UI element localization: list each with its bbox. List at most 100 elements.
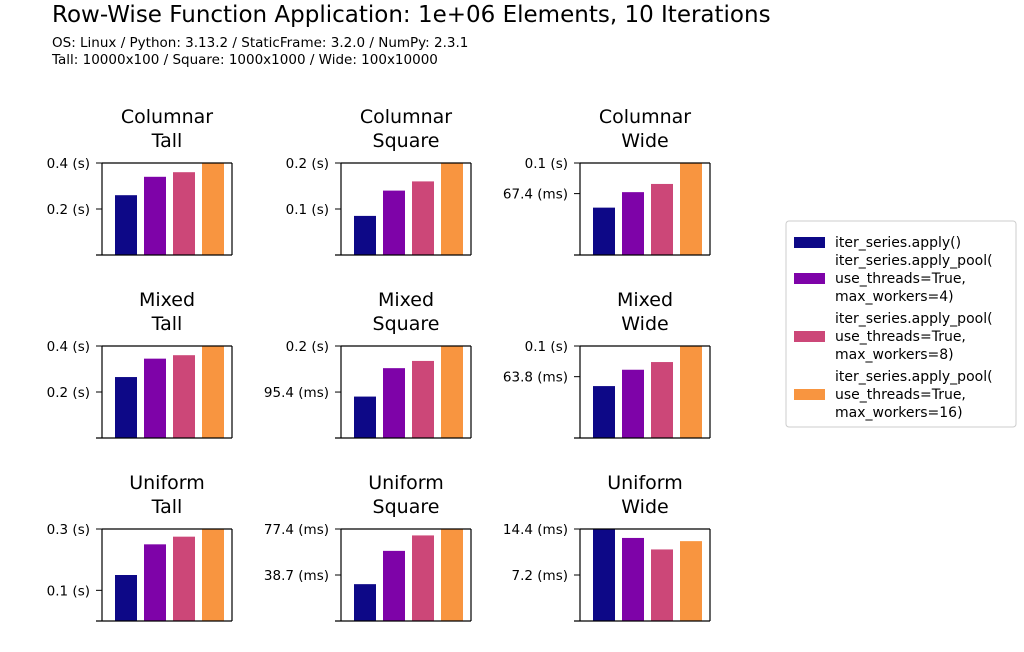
bar-apply-pool-16: [680, 163, 702, 255]
subplot-title-line: Uniform: [368, 472, 444, 494]
subplot-title-line: Mixed: [617, 289, 673, 311]
bar-iter-series-apply: [115, 377, 137, 438]
y-tick-label: 0.2 (s): [47, 385, 90, 401]
bar-iter-series-apply: [115, 575, 137, 621]
legend-label: use_threads=True,: [835, 387, 966, 403]
figure-subtitle-os: OS: Linux / Python: 3.13.2 / StaticFrame…: [52, 35, 469, 51]
subplot-title-line: Uniform: [129, 472, 205, 494]
bar-apply-pool-8: [651, 549, 673, 621]
bar-apply-pool-4: [144, 176, 166, 255]
bar-apply-pool-16: [202, 163, 224, 255]
y-tick-label: 95.4 (ms): [264, 385, 329, 401]
y-tick-label: 14.4 (ms): [503, 522, 568, 538]
bar-apply-pool-4: [144, 358, 166, 438]
figure-subtitle-shapes: Tall: 10000x100 / Square: 1000x1000 / Wi…: [52, 52, 438, 68]
y-tick-label: 0.1 (s): [47, 583, 90, 599]
subplot-title-line: Wide: [621, 313, 668, 335]
bar-iter-series-apply: [354, 215, 376, 255]
y-tick-label: 77.4 (ms): [264, 522, 329, 538]
legend-label: iter_series.apply(): [835, 235, 961, 251]
legend-label: max_workers=16): [835, 405, 963, 421]
bar-apply-pool-4: [622, 192, 644, 255]
subplot-title-line: Columnar: [599, 106, 691, 128]
legend-swatch-apply-pool-8: [794, 331, 825, 342]
legend-label: max_workers=8): [835, 347, 954, 363]
bar-apply-pool-4: [622, 369, 644, 438]
subplot-title-line: Tall: [151, 130, 183, 152]
bar-apply-pool-16: [441, 529, 463, 621]
subplot-title-line: Columnar: [121, 106, 213, 128]
bar-apply-pool-8: [651, 362, 673, 438]
subplot-title-line: Square: [373, 130, 440, 152]
figure-title: Row-Wise Function Application: 1e+06 Ele…: [52, 2, 771, 28]
bar-apply-pool-16: [680, 541, 702, 621]
bar-iter-series-apply: [354, 584, 376, 621]
bar-apply-pool-8: [173, 536, 195, 621]
bar-iter-series-apply: [593, 386, 615, 438]
subplot-title-line: Tall: [151, 313, 183, 335]
bar-iter-series-apply: [354, 396, 376, 438]
subplot-title-line: Uniform: [607, 472, 683, 494]
legend-swatch-apply-pool-4: [794, 273, 825, 284]
legend-label: max_workers=4): [835, 289, 954, 305]
subplot-title-line: Wide: [621, 496, 668, 518]
y-tick-label: 0.1 (s): [525, 156, 568, 172]
bar-apply-pool-16: [202, 346, 224, 438]
bar-iter-series-apply: [115, 195, 137, 255]
bar-apply-pool-16: [441, 163, 463, 255]
subplot-title-line: Tall: [151, 496, 183, 518]
legend: iter_series.apply() iter_series.apply_poo…: [785, 220, 1017, 428]
legend-swatch-iter-series-apply: [794, 237, 825, 248]
y-tick-label: 0.1 (s): [525, 339, 568, 355]
bar-apply-pool-8: [173, 172, 195, 255]
y-tick-label: 0.2 (s): [286, 339, 329, 355]
bar-apply-pool-16: [202, 529, 224, 621]
bar-apply-pool-16: [680, 346, 702, 438]
y-tick-label: 0.2 (s): [47, 202, 90, 218]
y-tick-label: 0.4 (s): [47, 156, 90, 172]
legend-label: use_threads=True,: [835, 329, 966, 345]
subplot-title-line: Wide: [621, 130, 668, 152]
bar-apply-pool-8: [412, 535, 434, 621]
bar-apply-pool-8: [173, 355, 195, 438]
y-tick-label: 38.7 (ms): [264, 568, 329, 584]
legend-swatch-apply-pool-16: [794, 389, 825, 400]
subplot-title-line: Columnar: [360, 106, 452, 128]
bar-apply-pool-4: [383, 550, 405, 621]
subplot-title-line: Square: [373, 313, 440, 335]
legend-label: iter_series.apply_pool(: [835, 369, 993, 385]
legend-label: iter_series.apply_pool(: [835, 253, 993, 269]
bar-apply-pool-8: [412, 181, 434, 255]
bar-apply-pool-4: [144, 544, 166, 621]
bar-apply-pool-16: [441, 346, 463, 438]
subplot-title-line: Mixed: [378, 289, 434, 311]
bar-iter-series-apply: [593, 529, 615, 621]
legend-label: use_threads=True,: [835, 271, 966, 287]
bar-iter-series-apply: [593, 207, 615, 255]
bar-apply-pool-8: [412, 360, 434, 438]
y-tick-label: 0.3 (s): [47, 522, 90, 538]
subplot-title-line: Mixed: [139, 289, 195, 311]
y-tick-label: 0.4 (s): [47, 339, 90, 355]
y-tick-label: 0.1 (s): [286, 202, 329, 218]
subplot-title-line: Square: [373, 496, 440, 518]
y-tick-label: 7.2 (ms): [512, 568, 568, 584]
legend-label: iter_series.apply_pool(: [835, 311, 993, 327]
y-tick-label: 67.4 (ms): [503, 187, 568, 203]
bar-apply-pool-8: [651, 183, 673, 255]
y-tick-label: 63.8 (ms): [503, 370, 568, 386]
bar-apply-pool-4: [622, 537, 644, 621]
y-tick-label: 0.2 (s): [286, 156, 329, 172]
bar-apply-pool-4: [383, 368, 405, 438]
